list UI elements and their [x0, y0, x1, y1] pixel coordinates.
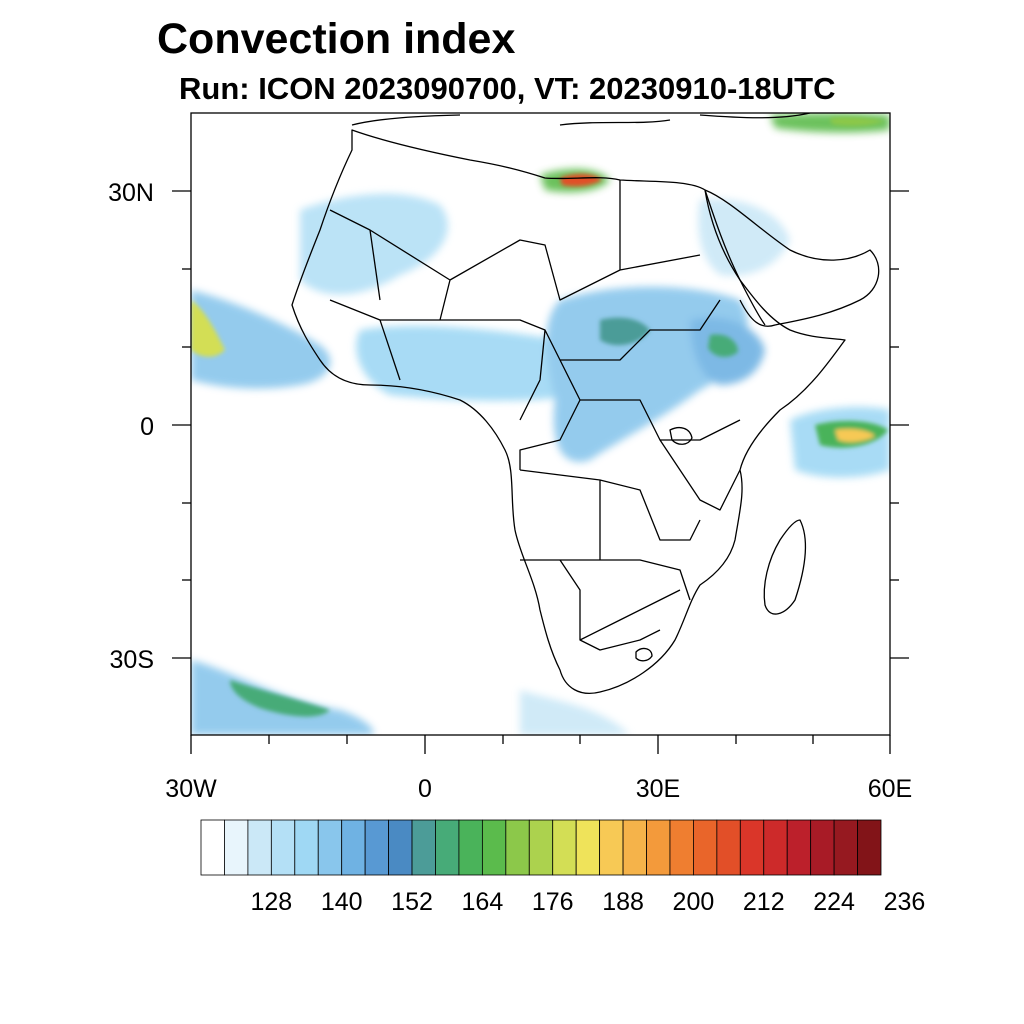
colorbar-box — [481, 819, 507, 876]
convection-region-sahel-west — [300, 193, 448, 295]
arabian-peninsula-coastline — [704, 189, 880, 327]
lat-label-30n: 30N — [108, 179, 154, 207]
convection-core-libya — [560, 174, 602, 187]
colorbar-box — [739, 819, 765, 876]
colorbar-box — [833, 819, 858, 876]
convection-region-south-central — [520, 690, 630, 735]
lat-label-0: 0 — [140, 413, 154, 441]
colorbar-box — [622, 819, 647, 876]
convection-core-central-africa — [600, 317, 650, 346]
lon-label-60e: 60E — [867, 775, 913, 803]
map-subtitle: Run: ICON 2023090700, VT: 20230910-18UTC — [179, 71, 836, 106]
convection-field — [191, 113, 890, 735]
colorbar-label: 212 — [742, 888, 785, 916]
convection-core-ethiopia — [708, 334, 738, 357]
lake-victoria — [669, 427, 693, 445]
colorbar-box — [786, 819, 812, 876]
colorbar-box — [294, 819, 319, 876]
colorbar-box — [458, 819, 483, 876]
convection-region-guinea — [356, 325, 602, 401]
colorbar-label: 200 — [672, 888, 715, 916]
mediterranean-north-coast — [351, 113, 811, 126]
colorbar-box — [224, 819, 249, 876]
colorbar-box — [693, 819, 718, 876]
colorbar-label: 140 — [320, 888, 363, 916]
colorbar — [200, 819, 882, 876]
colorbar-box — [341, 819, 366, 876]
map-outlines — [291, 113, 880, 694]
colorbar-box — [435, 819, 460, 876]
colorbar-box — [270, 819, 296, 876]
madagascar-coastline — [763, 519, 807, 615]
africa-coastline — [291, 129, 846, 694]
colorbar-box — [411, 819, 436, 876]
axis-ticks — [172, 190, 909, 754]
colorbar-box — [763, 819, 788, 876]
convection-core-mediterranean — [830, 117, 885, 126]
colorbar-label: 128 — [250, 888, 293, 916]
convection-core-indian-ocean-hot — [835, 428, 875, 443]
lon-label-0: 0 — [418, 775, 432, 803]
colorbar-box — [669, 819, 694, 876]
colorbar-label: 224 — [813, 888, 855, 916]
colorbar-box — [200, 819, 225, 876]
colorbar-box — [528, 819, 554, 876]
lon-label-30w: 30W — [165, 775, 217, 803]
colorbar-box — [364, 819, 389, 876]
colorbar-box — [716, 819, 741, 876]
map-frame — [190, 112, 891, 736]
lat-label-30s: 30S — [109, 646, 154, 674]
colorbar-box — [575, 819, 601, 876]
map-title: Convection index — [157, 15, 516, 63]
colorbar-label: 176 — [531, 888, 574, 916]
convection-core-west-atlantic — [191, 300, 225, 357]
colorbar-box — [247, 819, 272, 876]
colorbar-box — [317, 819, 343, 876]
colorbar-box — [599, 819, 624, 876]
colorbar-label: 164 — [461, 888, 504, 916]
convection-region-arabia — [698, 199, 790, 276]
colorbar-box — [857, 819, 882, 876]
colorbar-label: 236 — [883, 888, 926, 916]
colorbar-label: 188 — [602, 888, 644, 916]
colorbar-box — [388, 819, 413, 876]
colorbar-box — [552, 819, 577, 876]
red-sea-coast — [704, 189, 766, 326]
lon-label-30e: 30E — [635, 775, 681, 803]
convection-core-south-atlantic — [230, 680, 330, 717]
lesotho-border — [635, 647, 653, 662]
convection-region-west-atlantic — [191, 290, 331, 389]
colorbar-box — [646, 819, 671, 876]
country-borders — [329, 180, 741, 651]
colorbar-label: 152 — [391, 888, 433, 916]
colorbar-box — [505, 819, 530, 876]
colorbar-box — [810, 819, 835, 876]
